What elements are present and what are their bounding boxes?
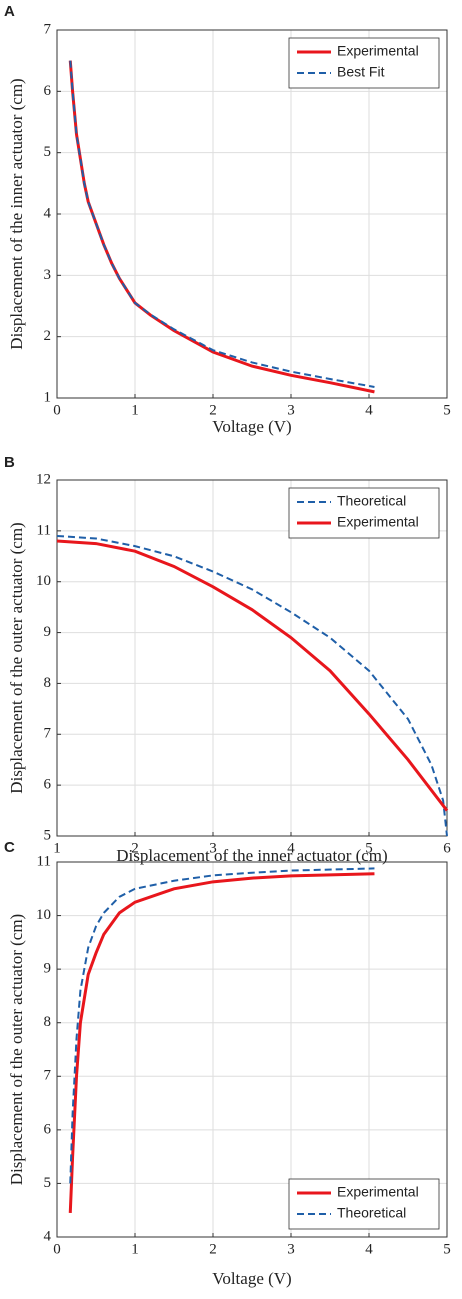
x-tick-label: 3 [287,1241,295,1257]
plot-frame [56,29,448,399]
y-tick-label: 4 [44,1228,52,1244]
x-tick-label: 4 [365,1241,373,1257]
x-tick-label: 3 [287,402,295,418]
x-tick-label: 5 [443,402,451,418]
legend-box [288,487,440,539]
y-tick-label: 6 [44,1121,52,1137]
y-tick-label: 7 [44,21,52,37]
panel-label: A [4,3,15,20]
data-line [68,872,375,1213]
x-tick-label: 2 [209,402,217,418]
y-tick-label: 11 [37,853,51,869]
legend-label: Experimental [337,1184,419,1200]
x-tick-label: 0 [53,402,61,418]
x-axis-label: Voltage (V) [212,417,291,436]
x-tick-label: 5 [365,840,373,856]
y-tick-label: 2 [44,328,52,344]
x-tick-label: 5 [443,1241,451,1257]
plot-frame [56,861,448,1238]
data-line [69,60,375,388]
data-line [56,534,448,837]
panel-label: B [4,454,15,471]
legend-label: Theoretical [337,493,406,509]
data-line [68,60,375,394]
y-tick-label: 6 [44,777,52,793]
y-tick-label: 5 [44,827,52,843]
x-tick-label: 1 [131,402,139,418]
x-tick-label: 1 [53,840,61,856]
legend-box [288,37,440,89]
x-tick-label: 6 [443,840,451,856]
x-tick-label: 1 [131,1241,139,1257]
y-tick-label: 5 [44,144,52,160]
x-tick-label: 2 [131,840,139,856]
y-tick-label: 8 [44,675,52,691]
y-axis-label: Displacement of the outer actuator (cm) [7,522,26,793]
y-axis-label: Displacement of the inner actuator (cm) [7,78,26,349]
x-axis-label: Displacement of the inner actuator (cm) [116,846,387,865]
x-tick-label: 2 [209,1241,217,1257]
legend-box [288,1178,440,1230]
y-tick-label: 7 [44,1068,52,1084]
x-tick-label: 3 [209,840,217,856]
y-tick-label: 3 [44,267,52,283]
x-tick-label: 0 [53,1241,61,1257]
y-tick-label: 9 [44,961,52,977]
y-tick-label: 10 [36,907,51,923]
y-tick-label: 1 [44,389,52,405]
y-tick-label: 5 [44,1175,52,1191]
y-tick-label: 4 [44,205,52,221]
x-tick-label: 4 [365,402,373,418]
legend-label: Theoretical [337,1205,406,1221]
y-tick-label: 12 [36,471,51,487]
legend-label: Experimental [337,43,419,59]
data-line [69,867,375,1184]
y-tick-label: 9 [44,624,52,640]
y-axis-label: Displacement of the outer actuator (cm) [7,914,26,1185]
y-tick-label: 10 [36,573,51,589]
y-tick-label: 11 [37,522,51,538]
data-line [56,539,449,812]
x-tick-label: 4 [287,840,295,856]
y-tick-label: 6 [44,83,52,99]
y-tick-label: 7 [44,726,52,742]
plot-frame [56,479,448,837]
panel-label: C [4,839,15,856]
x-axis-label: Voltage (V) [212,1269,291,1288]
y-tick-label: 8 [44,1014,52,1030]
legend-label: Best Fit [337,64,385,80]
legend-label: Experimental [337,514,419,530]
